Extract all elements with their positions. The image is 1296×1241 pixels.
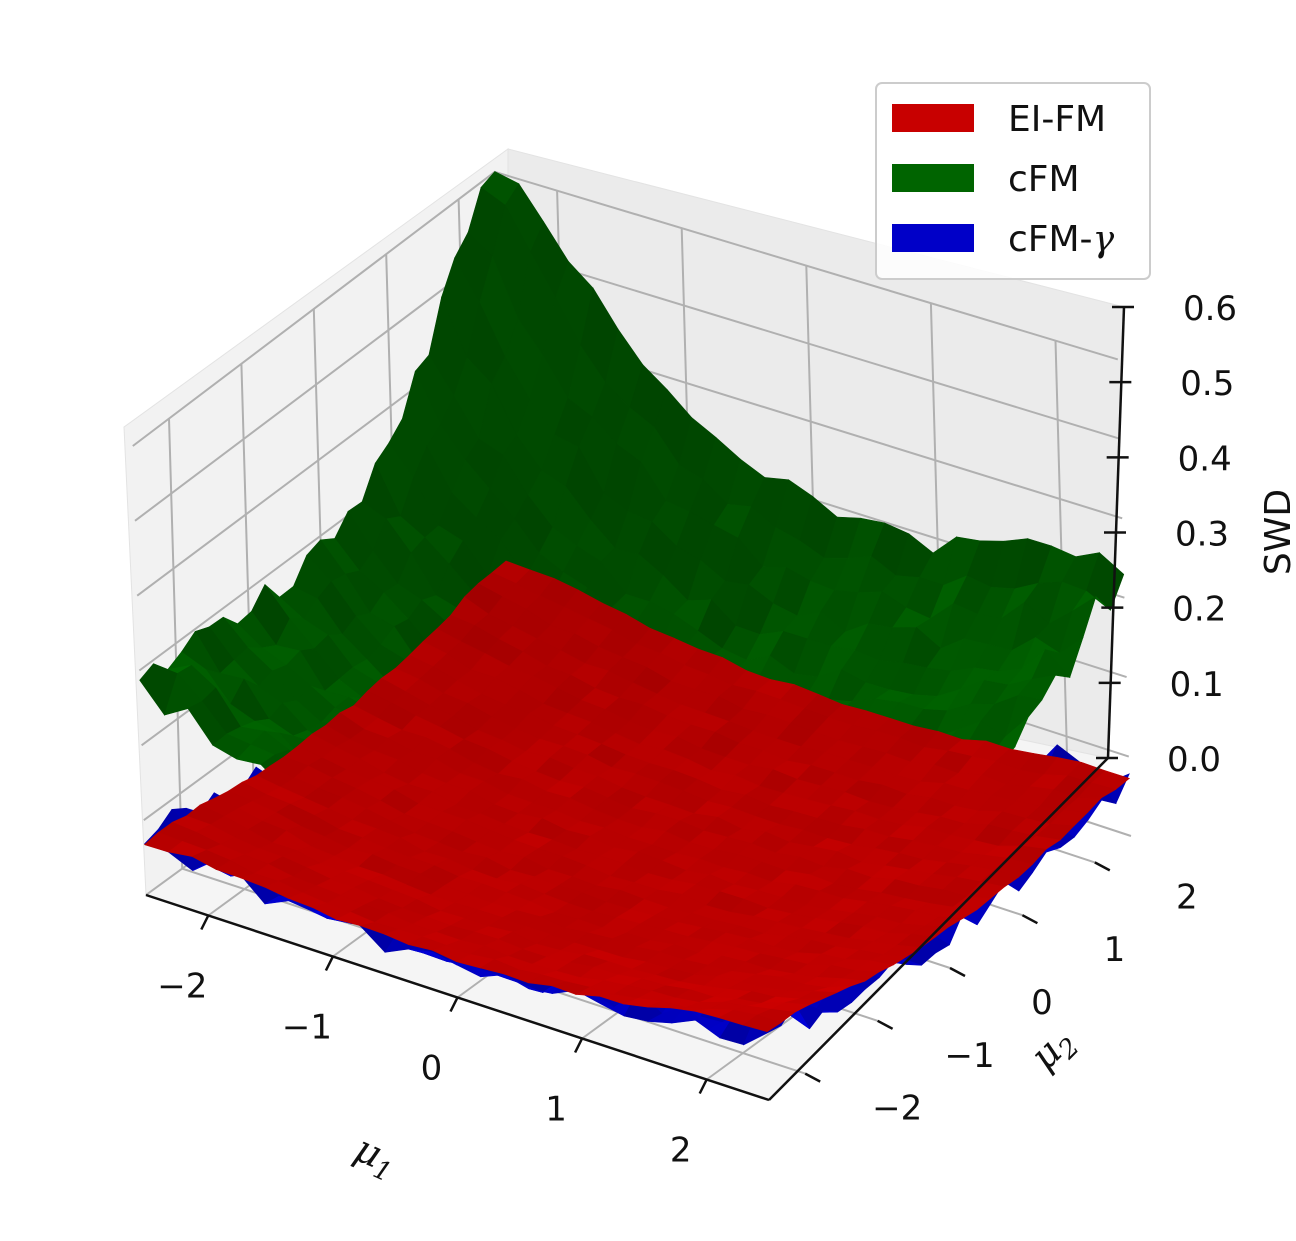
axes bbox=[145, 305, 1134, 1102]
z-tick-label: 0.4 bbox=[1178, 439, 1232, 479]
z-axis-label: SWD bbox=[1258, 489, 1296, 575]
y-tick-label: −2 bbox=[872, 1089, 922, 1129]
z-tick-label: 0.6 bbox=[1183, 289, 1237, 329]
x-tick bbox=[698, 1078, 708, 1095]
y-tick bbox=[1021, 914, 1038, 925]
x-tick bbox=[200, 914, 210, 931]
legend-swatch-cfm-gamma bbox=[892, 224, 974, 252]
z-tick-label: 0.1 bbox=[1170, 665, 1224, 705]
x-tick bbox=[573, 1037, 584, 1054]
y-tick-label: 2 bbox=[1176, 877, 1198, 917]
legend: EI-FM cFM cFM-γ bbox=[875, 82, 1151, 280]
z-tick-label: 0.5 bbox=[1180, 364, 1234, 404]
y-tick bbox=[877, 1019, 894, 1030]
surface-facet bbox=[742, 1014, 782, 1033]
legend-label-cfm-gamma: cFM-γ bbox=[1008, 219, 1115, 260]
y-tick-label: 1 bbox=[1104, 930, 1126, 970]
legend-swatch-cfm bbox=[892, 164, 974, 192]
x-axis-label: μ1 bbox=[346, 1126, 404, 1188]
x-tick-label: 1 bbox=[545, 1090, 567, 1130]
legend-label-ei-fm: EI-FM bbox=[1008, 99, 1106, 140]
x-tick bbox=[449, 996, 459, 1013]
y-tick-label: −1 bbox=[945, 1036, 995, 1076]
surfaces bbox=[139, 171, 1131, 1046]
y-tick-label: 0 bbox=[1031, 983, 1053, 1023]
tick-labels: −2 −1 0 1 2 −2 −1 0 1 2 0.0 0.1 0.2 0.3 0.4 0.5 0.6 bbox=[157, 289, 1237, 1171]
x-tick-label: 2 bbox=[670, 1131, 692, 1171]
x-tick-label: 0 bbox=[421, 1049, 443, 1089]
y-tick bbox=[1094, 861, 1111, 872]
y-axis-line bbox=[768, 757, 1109, 1101]
legend-label-cfm: cFM bbox=[1008, 159, 1080, 200]
y-tick bbox=[804, 1072, 821, 1083]
surface-ei-fm bbox=[143, 560, 1131, 1033]
x-tick bbox=[324, 955, 335, 972]
x-tick-label: −2 bbox=[157, 967, 207, 1007]
x-tick-label: −1 bbox=[282, 1008, 332, 1048]
legend-swatch-ei-fm bbox=[892, 104, 974, 132]
y-axis-label: μ2 bbox=[1021, 1018, 1086, 1083]
z-tick-label: 0.2 bbox=[1172, 590, 1226, 630]
z-tick-label: 0.0 bbox=[1167, 740, 1221, 780]
z-tick-label: 0.3 bbox=[1175, 515, 1229, 555]
y-tick bbox=[949, 966, 966, 978]
